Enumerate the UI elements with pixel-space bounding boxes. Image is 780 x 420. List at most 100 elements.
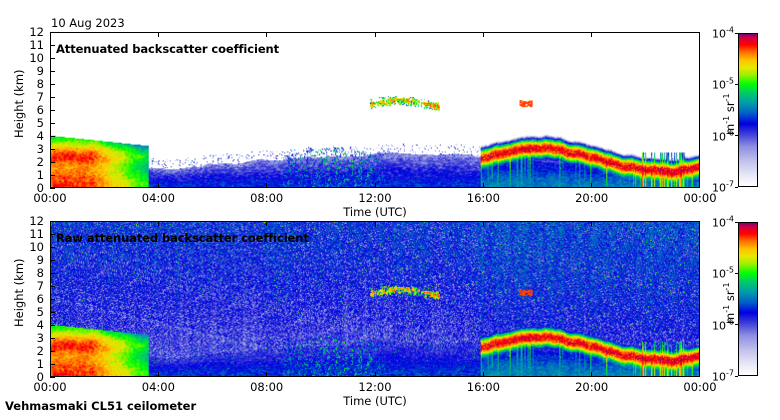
- y-tick-mark: [50, 70, 55, 72]
- y-tick-label: 0: [36, 181, 44, 195]
- x-tick-mark: [482, 32, 484, 37]
- x-tick-mark: [157, 32, 159, 37]
- y-tick-mark: [50, 31, 55, 33]
- y-tick-mark: [50, 311, 55, 313]
- colorbar-tick-label: 10-6: [712, 317, 734, 332]
- y-tick-label: 7: [36, 279, 44, 293]
- y-tick-mark: [50, 363, 55, 365]
- x-tick-label: 12:00: [358, 380, 392, 394]
- x-tick-label: 12:00: [358, 191, 392, 205]
- y-tick-label: 11: [29, 38, 44, 52]
- colorbar-tick-label: 10-5: [712, 77, 734, 92]
- y-tick-label: 9: [36, 253, 44, 267]
- y-tick-label: 9: [36, 64, 44, 78]
- x-tick-mark: [482, 372, 484, 377]
- y-tick-mark: [50, 135, 55, 137]
- colorbar-tick-label: 10-6: [712, 128, 734, 143]
- colorbar-tick-mark: [735, 32, 738, 34]
- x-tick-mark: [374, 32, 376, 37]
- y-tick-label: 6: [36, 292, 44, 306]
- y-tick-label: 6: [36, 103, 44, 117]
- colorbar-tick-mark: [735, 324, 738, 326]
- colorbar-tick-mark: [735, 83, 738, 85]
- colorbar-bottom: [738, 222, 758, 376]
- y-tick-label: 11: [29, 227, 44, 241]
- y-tick-mark: [50, 174, 55, 176]
- colorbar-gradient-bottom: [739, 223, 757, 375]
- colorbar-tick-mark: [735, 221, 738, 223]
- y-tick-label: 3: [36, 142, 44, 156]
- y-tick-mark: [50, 376, 55, 378]
- y-tick-mark: [50, 57, 55, 59]
- colorbar-tick-mark: [735, 135, 738, 137]
- colorbar-tick-label: 10-4: [712, 214, 734, 230]
- y-tick-label: 8: [36, 266, 44, 280]
- heatmap-canvas-attenuated-backscatter: [51, 33, 699, 187]
- x-axis-label-top: Time (UTC): [343, 205, 407, 219]
- y-tick-label: 12: [29, 214, 44, 228]
- y-tick-mark: [50, 96, 55, 98]
- y-tick-mark: [50, 298, 55, 300]
- x-tick-mark: [482, 183, 484, 188]
- y-tick-mark: [50, 337, 55, 339]
- colorbar-tick-label: 10-5: [712, 266, 734, 281]
- x-tick-mark: [266, 221, 268, 226]
- x-tick-mark: [374, 221, 376, 226]
- y-tick-mark: [50, 246, 55, 248]
- y-tick-mark: [50, 148, 55, 150]
- y-tick-label: 12: [29, 25, 44, 39]
- y-tick-label: 1: [36, 357, 44, 371]
- x-tick-label: 00:00: [683, 380, 717, 394]
- colorbar-gradient-top: [739, 34, 757, 186]
- y-tick-mark: [50, 324, 55, 326]
- colorbar-tick-mark: [735, 272, 738, 274]
- y-tick-label: 8: [36, 77, 44, 91]
- x-tick-mark: [591, 32, 593, 37]
- y-tick-mark: [50, 122, 55, 124]
- y-tick-label: 3: [36, 331, 44, 345]
- y-tick-mark: [50, 350, 55, 352]
- y-tick-label: 4: [36, 129, 44, 143]
- colorbar-unit-label-bottom: m-1 sr-1: [722, 282, 737, 324]
- x-tick-label: 20:00: [575, 380, 609, 394]
- y-tick-mark: [50, 220, 55, 222]
- colorbar-tick-mark: [735, 186, 738, 188]
- y-tick-label: 10: [29, 240, 44, 254]
- y-tick-mark: [50, 187, 55, 189]
- x-tick-label: 20:00: [575, 191, 609, 205]
- x-tick-label: 00:00: [33, 191, 67, 205]
- date-label: 10 Aug 2023: [51, 16, 125, 30]
- plot-area-attenuated-backscatter[interactable]: [50, 32, 700, 188]
- x-axis-label-bottom: Time (UTC): [343, 394, 407, 408]
- colorbar-tick-label: 10-4: [712, 25, 734, 41]
- x-tick-label: 00:00: [33, 380, 67, 394]
- y-tick-label: 4: [36, 318, 44, 332]
- x-tick-mark: [266, 372, 268, 377]
- x-tick-label: 16:00: [466, 380, 500, 394]
- plot-title-attenuated-backscatter: Attenuated backscatter coefficient: [56, 42, 280, 56]
- y-tick-mark: [50, 233, 55, 235]
- colorbar-unit-label-top: m-1 sr-1: [722, 93, 737, 135]
- plot-area-raw-attenuated-backscatter[interactable]: [50, 221, 700, 377]
- y-tick-label: 1: [36, 168, 44, 182]
- x-tick-mark: [266, 183, 268, 188]
- x-tick-label: 08:00: [250, 380, 284, 394]
- x-tick-label: 08:00: [250, 191, 284, 205]
- y-tick-mark: [50, 44, 55, 46]
- colorbar-top: [738, 33, 758, 187]
- y-axis-label-top: Height (km): [12, 69, 26, 138]
- y-axis-label-bottom: Height (km): [12, 258, 26, 327]
- y-tick-mark: [50, 83, 55, 85]
- x-tick-label: 04:00: [141, 380, 175, 394]
- colorbar-tick-mark: [735, 375, 738, 377]
- x-tick-mark: [591, 221, 593, 226]
- x-tick-mark: [157, 183, 159, 188]
- y-tick-mark: [50, 161, 55, 163]
- plot-title-raw-attenuated-backscatter: Raw attenuated backscatter coefficient: [56, 231, 309, 245]
- x-tick-label: 04:00: [141, 191, 175, 205]
- x-tick-mark: [157, 372, 159, 377]
- y-tick-label: 10: [29, 51, 44, 65]
- x-tick-mark: [266, 32, 268, 37]
- y-tick-label: 7: [36, 90, 44, 104]
- y-tick-mark: [50, 285, 55, 287]
